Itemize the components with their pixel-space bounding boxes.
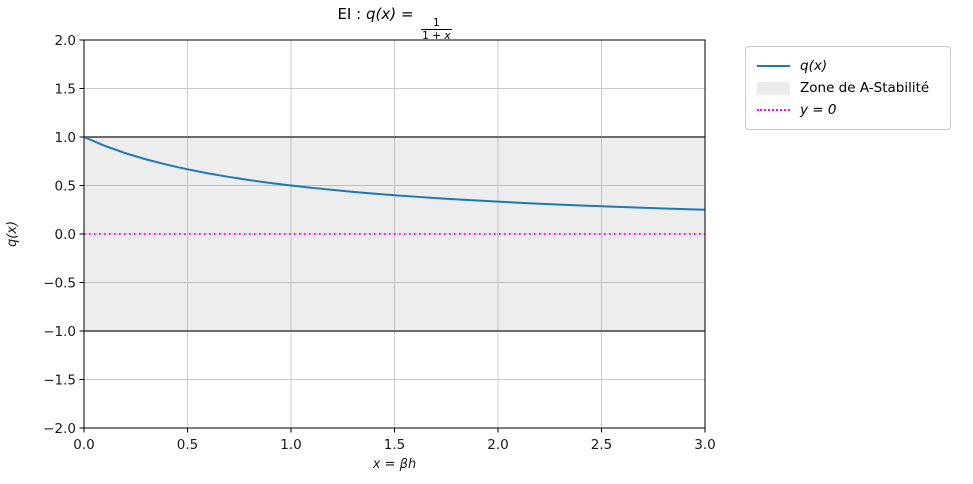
y-axis-label: q(x): [5, 221, 20, 247]
x-tick-label: 1.0: [280, 437, 301, 453]
y-tick-label: 1.5: [55, 81, 76, 97]
fraction-numerator: 1: [433, 17, 440, 29]
legend-label-stability-zone: Zone de A-Stabilité: [800, 80, 930, 96]
x-tick-label: 0.5: [177, 437, 198, 453]
legend: q(x) Zone de A-Stabilité y = 0: [745, 46, 951, 130]
y-tick-label: 0.5: [55, 178, 76, 194]
y-tick-label: 0.0: [55, 227, 76, 243]
legend-item-qx: q(x): [757, 55, 940, 77]
fraction-den-const: 1 +: [422, 30, 445, 43]
title-function: q(x): [365, 5, 397, 23]
legend-item-stability-zone: Zone de A-Stabilité: [757, 77, 940, 99]
x-axis-label: x = βh: [372, 457, 416, 472]
qx-curve: [83, 136, 706, 211]
fraction-denominator: 1 + x: [421, 29, 452, 43]
y-tick-label: 1.0: [55, 130, 76, 146]
y-tick-label: −0.5: [43, 275, 76, 291]
legend-label-qx: q(x): [800, 58, 828, 74]
title-equals: =: [396, 5, 419, 23]
y-tick-label: −2.0: [43, 421, 76, 437]
x-tick-label: 1.5: [384, 437, 405, 453]
x-tick-label: 2.5: [591, 437, 612, 453]
x-tick-label: 2.0: [487, 437, 508, 453]
dotted-swatch-icon: [757, 109, 790, 111]
x-tick-label: 0.0: [73, 437, 94, 453]
y-tick-label: 2.0: [55, 33, 76, 49]
line-swatch-icon: [757, 65, 790, 67]
y-tick-label: −1.0: [43, 324, 76, 340]
legend-label-y0: y = 0: [800, 102, 837, 118]
x-tick-label: 3.0: [694, 437, 715, 453]
legend-item-y0: y = 0: [757, 99, 940, 121]
title-prefix: EI :: [337, 5, 366, 23]
y-tick-label: −1.5: [43, 372, 76, 388]
fraction-den-var: x: [444, 30, 451, 43]
patch-swatch-icon: [757, 81, 790, 95]
